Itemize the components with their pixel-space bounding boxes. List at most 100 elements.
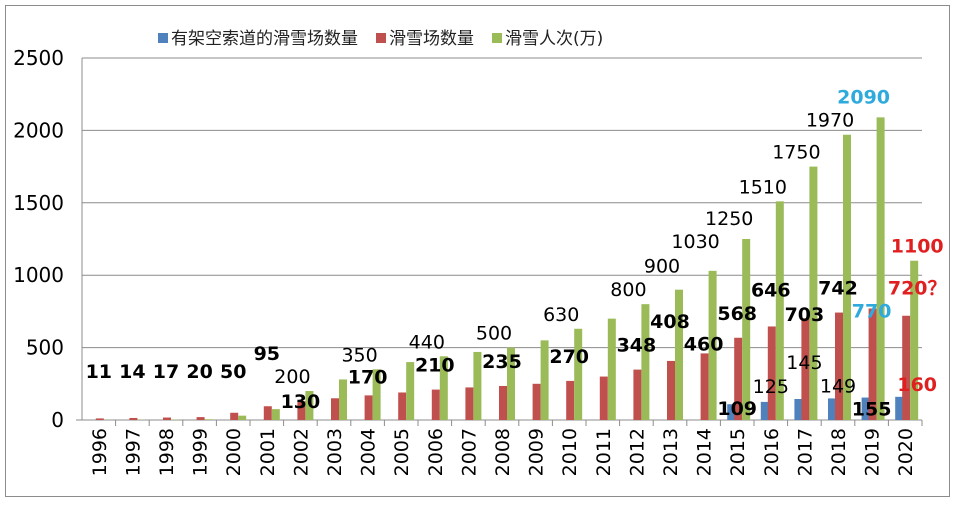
x-tick-label: 2006 — [425, 428, 447, 476]
data-label: 703 — [785, 304, 825, 326]
bar-resorts — [801, 318, 810, 420]
x-tick-label: 2017 — [794, 428, 816, 476]
bar-resorts — [230, 412, 239, 420]
data-label: 440 — [409, 331, 445, 353]
x-tick-label: 2003 — [324, 428, 346, 476]
data-label: 500 — [476, 323, 512, 345]
bar-resorts — [700, 353, 709, 420]
bar-skier-visits — [540, 340, 549, 420]
x-tick-label: 2004 — [358, 428, 380, 476]
bar-skier-visits — [675, 289, 683, 420]
bar-skier-visits — [204, 419, 213, 420]
data-label: 210 — [415, 355, 455, 377]
x-tick-label: 1996 — [89, 428, 111, 476]
data-label: 770 — [852, 301, 892, 323]
bar-resorts — [835, 312, 843, 420]
bar-skier-visits — [910, 260, 919, 420]
bar-lift-resorts — [794, 399, 803, 420]
bar-resorts — [196, 417, 205, 420]
bar-resorts — [297, 401, 306, 420]
y-tick-label: 500 — [26, 336, 64, 360]
bar-resorts — [734, 337, 743, 420]
bar-skier-visits — [742, 239, 751, 420]
bar-skier-visits — [406, 362, 415, 420]
bar-resorts — [566, 380, 575, 420]
data-label: 170 — [348, 366, 388, 388]
bar-resorts — [767, 326, 776, 420]
bar-resorts — [398, 392, 407, 420]
legend-swatch — [492, 33, 502, 43]
legend-swatch — [376, 33, 386, 43]
data-label: 125 — [753, 376, 789, 398]
data-label: 1750 — [772, 142, 820, 164]
bar-resorts — [263, 406, 272, 420]
x-tick-label: 1997 — [122, 428, 144, 476]
data-label: 130 — [281, 391, 321, 413]
x-tick-label: 2015 — [727, 428, 749, 476]
y-tick-label: 2500 — [13, 46, 64, 70]
x-tick-label: 2000 — [223, 428, 245, 476]
legend-label: 有架空索道的滑雪场数量 — [171, 29, 358, 49]
x-tick-label: 2001 — [257, 428, 279, 476]
data-label: 1510 — [739, 176, 787, 198]
x-tick-label: 2007 — [458, 428, 480, 476]
y-tick-label: 2000 — [13, 118, 64, 142]
x-tick-label: 1998 — [156, 428, 178, 476]
data-label: 14 — [119, 361, 145, 383]
bar-resorts — [532, 383, 541, 420]
bar-skier-visits — [641, 304, 650, 420]
data-label: 900 — [644, 256, 680, 278]
data-label: 1100 — [891, 236, 944, 258]
bar-resorts — [163, 417, 171, 420]
x-tick-label: 2014 — [694, 428, 716, 476]
bar-resorts — [868, 308, 877, 420]
x-tick-label: 2016 — [761, 428, 783, 476]
bar-skier-visits — [574, 328, 583, 420]
x-tick-label: 2013 — [660, 428, 682, 476]
data-label: 145 — [786, 352, 822, 374]
x-tick-label: 2008 — [492, 428, 514, 476]
data-label: 646 — [751, 279, 791, 301]
data-label: 720？ — [888, 278, 947, 300]
data-label: 11 — [86, 361, 112, 383]
y-tick-label: 1500 — [13, 191, 64, 215]
bar-resorts — [364, 395, 373, 420]
bar-skier-visits — [876, 117, 885, 421]
data-label: 17 — [153, 361, 179, 383]
data-label: 235 — [482, 351, 522, 373]
bar-skier-visits — [843, 134, 851, 420]
data-label: 1970 — [806, 110, 854, 132]
data-label: 160 — [897, 374, 937, 396]
bar-lift-resorts — [895, 396, 904, 420]
legend-label: 滑雪场数量 — [389, 29, 474, 49]
bar-resorts — [129, 417, 138, 420]
data-label: 350 — [341, 344, 377, 366]
x-tick-label: 2010 — [559, 428, 581, 476]
bar-resorts — [431, 389, 440, 420]
x-tick-label: 2020 — [895, 428, 917, 476]
data-label: 1250 — [705, 208, 753, 230]
data-label: 630 — [543, 304, 579, 326]
data-label: 460 — [684, 333, 724, 355]
bar-lift-resorts — [861, 397, 870, 420]
bar-resorts — [599, 376, 608, 420]
data-label: 109 — [717, 398, 757, 420]
x-tick-label: 2009 — [526, 428, 548, 476]
x-tick-label: 2018 — [828, 428, 850, 476]
data-label: 800 — [610, 279, 646, 301]
bar-skier-visits — [238, 415, 247, 420]
bar-skier-visits — [809, 166, 818, 420]
data-label: 568 — [717, 303, 757, 325]
data-label: 270 — [549, 346, 589, 368]
bar-skier-visits — [607, 318, 616, 420]
bar-skier-visits — [339, 379, 347, 420]
x-tick-label: 2019 — [862, 428, 884, 476]
bar-lift-resorts — [727, 404, 736, 420]
bar-skier-visits — [305, 391, 314, 420]
y-tick-label: 0 — [51, 408, 64, 432]
data-label: 20 — [186, 361, 212, 383]
x-tick-label: 2002 — [290, 428, 312, 476]
bar-resorts — [95, 418, 104, 420]
bar-skier-visits — [372, 369, 381, 420]
